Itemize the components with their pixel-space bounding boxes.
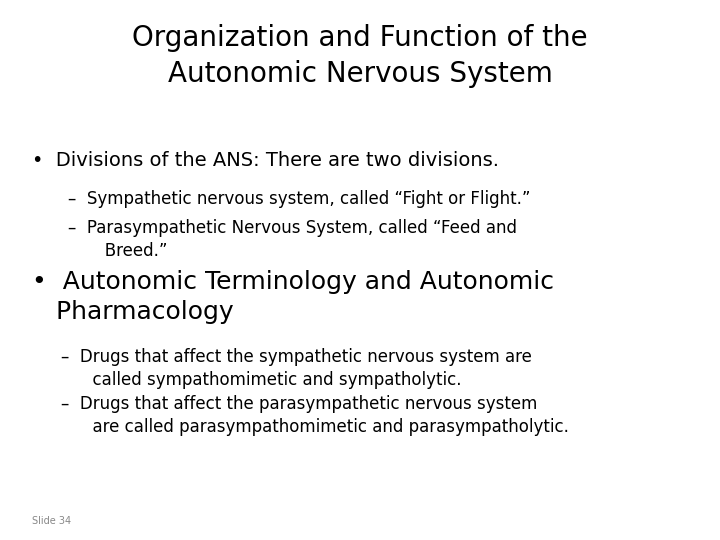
Text: –  Drugs that affect the sympathetic nervous system are
      called sympathomim: – Drugs that affect the sympathetic nerv… <box>61 348 532 389</box>
Text: Organization and Function of the
Autonomic Nervous System: Organization and Function of the Autonom… <box>132 24 588 88</box>
Text: Slide 34: Slide 34 <box>32 516 71 526</box>
Text: –  Drugs that affect the parasympathetic nervous system
      are called parasym: – Drugs that affect the parasympathetic … <box>61 395 569 436</box>
Text: •  Divisions of the ANS: There are two divisions.: • Divisions of the ANS: There are two di… <box>32 151 500 170</box>
Text: –  Sympathetic nervous system, called “Fight or Flight.”: – Sympathetic nervous system, called “Fi… <box>68 190 531 208</box>
Text: •  Autonomic Terminology and Autonomic
   Pharmacology: • Autonomic Terminology and Autonomic Ph… <box>32 270 554 323</box>
Text: –  Parasympathetic Nervous System, called “Feed and
       Breed.”: – Parasympathetic Nervous System, called… <box>68 219 518 260</box>
